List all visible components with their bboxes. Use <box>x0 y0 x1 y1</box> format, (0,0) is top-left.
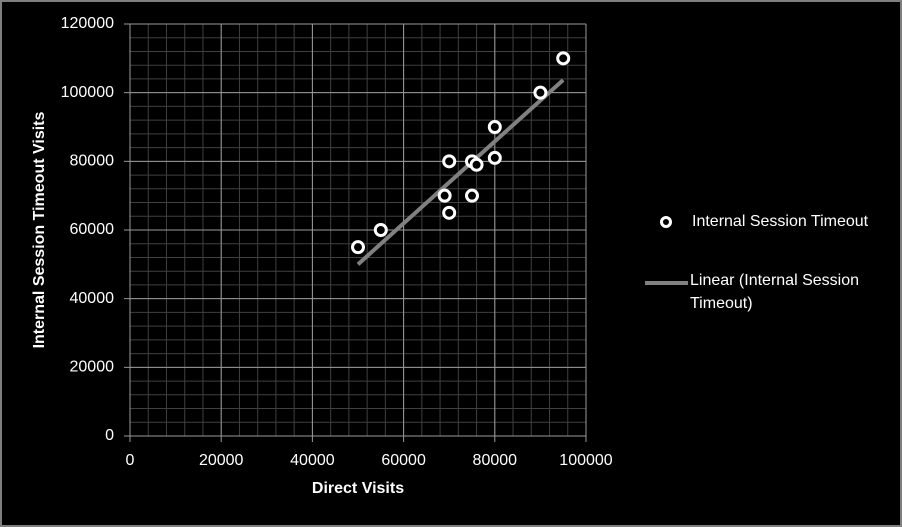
y-tick-label: 40000 <box>70 290 115 307</box>
y-tick-label: 0 <box>105 427 114 444</box>
legend-label-box: Linear (Internal Session Timeout) <box>690 272 859 312</box>
point <box>487 150 502 165</box>
point <box>487 120 502 134</box>
x-tick-label: 100000 <box>559 452 612 469</box>
point <box>442 205 457 220</box>
y-tick-label: 120000 <box>61 15 114 32</box>
y-tick-label: 80000 <box>70 153 115 170</box>
point <box>465 188 479 203</box>
point <box>442 154 457 169</box>
point <box>533 85 548 100</box>
point <box>437 188 452 203</box>
x-tick-label: 40000 <box>290 452 335 469</box>
x-tick-label: 20000 <box>199 452 244 469</box>
trendline <box>356 78 565 266</box>
legend-marker <box>660 216 672 228</box>
x-tick-label: 80000 <box>473 452 518 469</box>
x-axis-title: Direct Visits <box>312 480 404 497</box>
y-tick-label: 100000 <box>61 84 114 101</box>
point <box>351 240 365 255</box>
point <box>373 223 388 237</box>
point <box>556 51 571 66</box>
x-tick-label: 0 <box>126 452 135 469</box>
x-tick-label: 60000 <box>381 452 426 469</box>
legend-label: Internal Session Timeout <box>692 213 869 230</box>
point <box>469 157 484 172</box>
y-tick-label: 20000 <box>70 359 115 376</box>
y-axis-title: Internal Session Timeout Visits <box>31 111 48 348</box>
y-tick-label: 60000 <box>70 221 115 238</box>
legend-label: Linear (Internal Session Timeout) <box>690 272 859 312</box>
